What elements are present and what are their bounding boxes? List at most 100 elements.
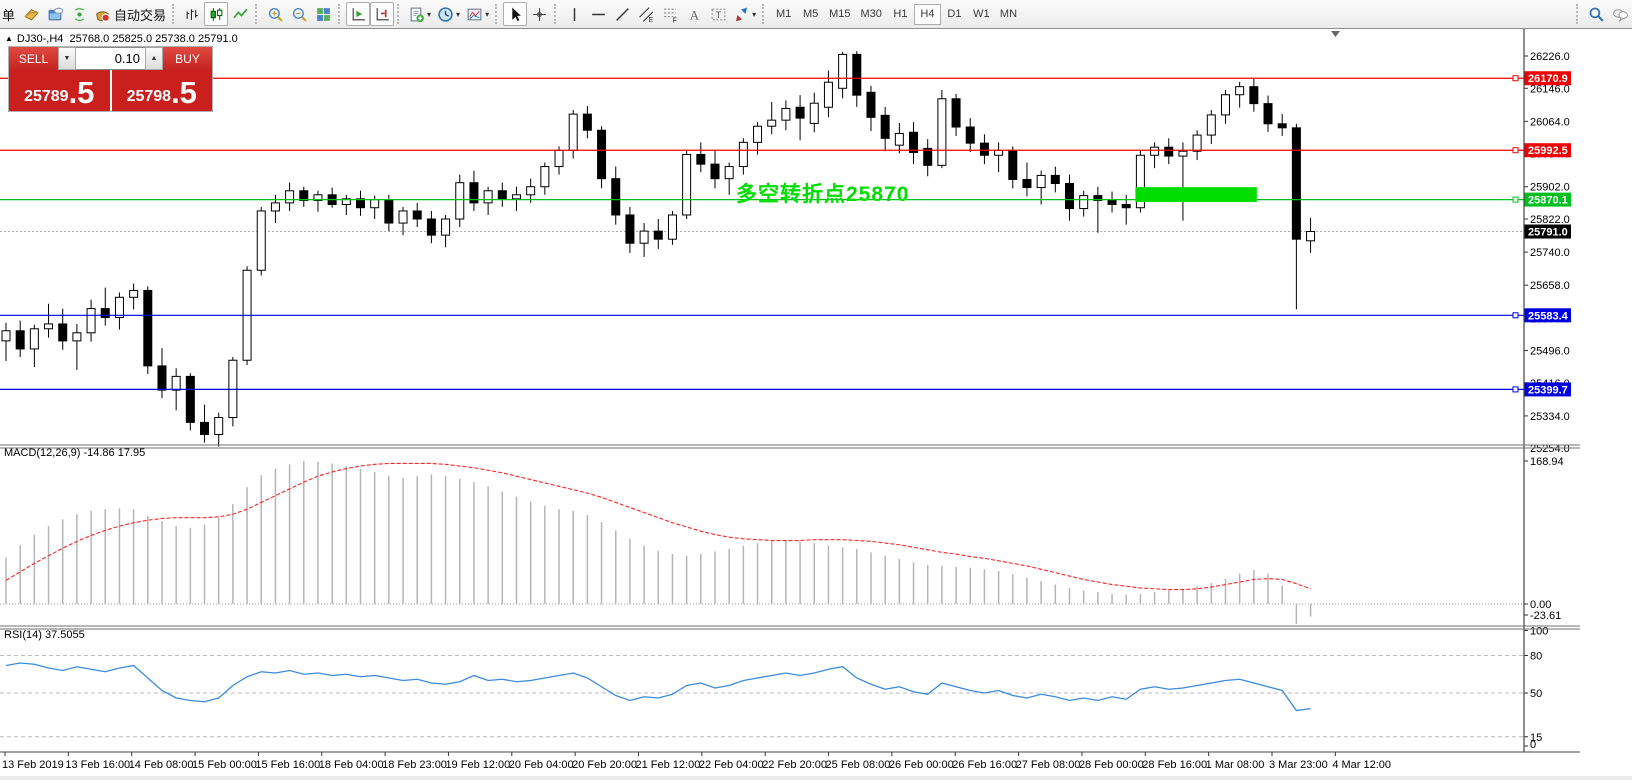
one-click-trading-panel: SELL ▼ ▲ BUY 25789.5 25798.5	[8, 46, 213, 112]
chart-shift-button[interactable]	[370, 2, 395, 26]
dropdown-caret-icon: ▾	[752, 9, 757, 19]
main-price-panel[interactable]	[0, 51, 1524, 447]
charts-book-button[interactable]	[19, 2, 43, 26]
rsi-axis-tick: 100	[1530, 626, 1548, 638]
cloud-window-button[interactable]	[43, 2, 67, 26]
text-button[interactable]: A	[682, 2, 706, 26]
timeframe-m1-button[interactable]: M1	[775, 8, 792, 20]
trendline-button[interactable]	[610, 2, 634, 26]
sell-button[interactable]: SELL	[9, 47, 58, 70]
price-axis-tick: 26226.0	[1530, 51, 1570, 63]
cursor-icon	[507, 6, 524, 23]
vertical-line-button[interactable]	[562, 2, 586, 26]
text-label-button[interactable]: T	[706, 2, 730, 26]
line-chart-button[interactable]	[228, 2, 252, 26]
svg-text:F: F	[672, 17, 676, 23]
sell-price[interactable]: 25789.5	[9, 70, 110, 111]
arrow-objects-button[interactable]: ▾	[730, 2, 759, 26]
rsi-axis-tick: 50	[1530, 688, 1542, 700]
time-axis-tick: 18 Feb 04:00	[319, 759, 384, 771]
crosshair-icon	[531, 6, 548, 23]
timeframe-m15-button[interactable]: M15	[829, 8, 851, 20]
templates-button[interactable]: ▾	[463, 2, 492, 26]
autotrading-button[interactable]: 自动交易	[91, 2, 169, 26]
timeframe-d1-button[interactable]: D1	[947, 8, 962, 20]
time-axis-tick: 19 Feb 12:00	[445, 759, 510, 771]
rsi-line	[5, 662, 1311, 712]
horizontal-line-button[interactable]	[586, 2, 610, 26]
autoscroll-icon	[350, 6, 367, 23]
time-axis-tick: 4 Mar 12:00	[1332, 759, 1391, 771]
panel-frames	[0, 29, 1580, 753]
buy-price-main: 25798	[126, 88, 172, 105]
bar-chart-button[interactable]	[180, 2, 204, 26]
timeframe-h4-button[interactable]: H4	[913, 3, 941, 25]
rsi-indicator-label: RSI(14) 37.5055	[4, 629, 85, 641]
timeframe-m30-button[interactable]: M30	[860, 8, 882, 20]
time-axis-tick: 22 Feb 04:00	[699, 759, 764, 771]
chat-button[interactable]	[1608, 2, 1632, 26]
dropdown-caret-icon: ▾	[485, 9, 490, 19]
buy-price[interactable]: 25798.5	[111, 70, 212, 111]
time-axis-tick: 1 Mar 08:00	[1206, 759, 1265, 771]
timeframe-w1-button[interactable]: W1	[973, 8, 990, 20]
time-axis-tick: 27 Feb 08:00	[1016, 759, 1081, 771]
bar-chart-icon	[184, 6, 201, 23]
new-chart-button[interactable]: ▾	[405, 2, 434, 26]
time-axis-tick: 20 Feb 20:00	[572, 759, 637, 771]
tile-windows-button[interactable]	[311, 2, 335, 26]
volume-input[interactable]	[76, 48, 145, 69]
search-icon	[1588, 6, 1605, 23]
time-axis-tick: 28 Feb 00:00	[1079, 759, 1144, 771]
dropdown-caret-icon: ▾	[427, 9, 432, 19]
tile-windows-icon	[315, 6, 332, 23]
candlestick-chart-button[interactable]	[204, 2, 229, 26]
timeframe-h1-button[interactable]: H1	[893, 8, 908, 20]
volume-increase-button[interactable]: ▲	[145, 47, 163, 70]
svg-text:T: T	[715, 10, 721, 21]
price-axis-tick: 25740.0	[1530, 247, 1570, 259]
rsi-panel[interactable]: 100 80 50 150	[0, 626, 1548, 752]
toolbar-separator	[338, 4, 342, 24]
chart-shift-marker-icon[interactable]	[1331, 31, 1340, 37]
periods-clock-button[interactable]: ▾	[434, 2, 463, 26]
rsi-axis-tick: 15	[1530, 732, 1542, 744]
price-axis-tick: 25902.0	[1530, 182, 1570, 194]
zoom-in-button[interactable]	[263, 2, 287, 26]
price-axis-tick: 25254.0	[1530, 443, 1570, 455]
signal-button[interactable]	[67, 2, 91, 26]
timeframe-m5-button[interactable]: M5	[802, 8, 819, 20]
toolbar-separator	[397, 4, 401, 24]
sell-price-main: 25789	[24, 88, 69, 105]
zoom-out-button[interactable]	[287, 2, 311, 26]
green-zone-rect[interactable]	[1135, 187, 1257, 203]
autoscroll-button[interactable]	[346, 2, 371, 26]
time-axis-tick: 18 Feb 23:00	[382, 759, 447, 771]
timeframe-mn-button[interactable]: MN	[999, 8, 1018, 20]
volume-decrease-button[interactable]: ▼	[58, 47, 76, 70]
new-chart-icon	[408, 6, 425, 23]
buy-button[interactable]: BUY	[163, 47, 212, 70]
one-click-collapse-icon[interactable]: ▲	[5, 34, 13, 43]
macd-axis-tick: 168.94	[1530, 456, 1564, 468]
macd-panel[interactable]: 168.94 0.00-23.61	[0, 456, 1564, 624]
candlestick-chart-icon	[208, 6, 225, 23]
crosshair-button[interactable]	[527, 2, 551, 26]
fibonacci-button[interactable]: F	[658, 2, 682, 26]
equidistant-channel-button[interactable]: E	[634, 2, 658, 26]
search-button[interactable]	[1584, 2, 1608, 26]
window-bottom-edge	[0, 776, 1632, 780]
cursor-button[interactable]	[503, 2, 528, 26]
fibonacci-icon: F	[662, 6, 679, 23]
price-line-label: 25992.5	[1528, 145, 1568, 157]
time-axis-tick: 26 Feb 16:00	[952, 759, 1017, 771]
charts-book-icon	[23, 6, 40, 23]
periods-clock-icon	[437, 6, 454, 23]
price-axis-tick: 25658.0	[1530, 280, 1570, 292]
price-axis[interactable]: 26226.026146.026064.025984.025902.025822…	[1512, 51, 1571, 455]
sell-price-frac: .5	[68, 75, 95, 110]
toolbar-separator	[762, 4, 766, 24]
vertical-line-icon	[566, 6, 583, 23]
